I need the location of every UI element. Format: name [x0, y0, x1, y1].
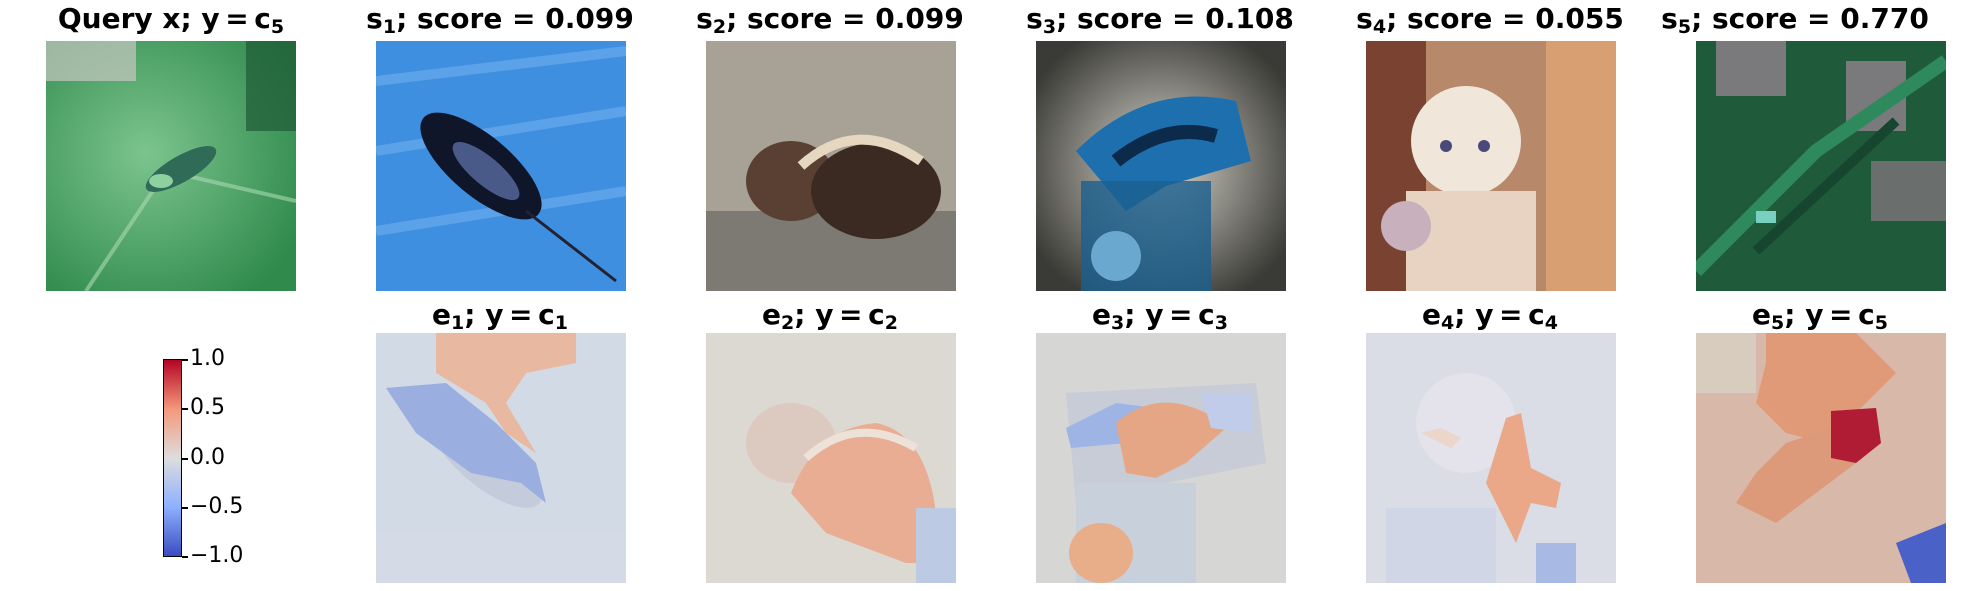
- similar-1-score: ; score = 0.099: [396, 2, 634, 35]
- query-title: Query x; y = c5: [6, 2, 336, 38]
- explanation-4-title: e4; y = c4: [1325, 298, 1655, 334]
- explanation-2-title: e2; y = c2: [665, 298, 995, 334]
- explanation-5-symbol: e: [1752, 298, 1772, 331]
- similar-2-title: s2; score = 0.099: [665, 2, 995, 38]
- similar-4-score: ; score = 0.055: [1386, 2, 1624, 35]
- explanation-4-label: ; y = c: [1454, 298, 1545, 331]
- colorbar-label: 1.0: [190, 346, 225, 371]
- explanation-4-symbol: e: [1422, 298, 1442, 331]
- similar-2-symbol: s: [696, 2, 713, 35]
- explanation-3-subscript: 3: [1111, 312, 1125, 334]
- explanation-4-class-subscript: 4: [1544, 312, 1558, 334]
- colorbar-tick: [182, 556, 188, 558]
- colorbar-tick: [182, 507, 188, 509]
- explanation-2-class-subscript: 2: [884, 312, 898, 334]
- explanation-5-heatmap: [1696, 333, 1946, 583]
- similar-3-image: [1036, 41, 1286, 291]
- explanation-1-subscript: 1: [451, 312, 465, 334]
- similar-5-image: [1696, 41, 1946, 291]
- explanation-5-label: ; y = c: [1784, 298, 1875, 331]
- colorbar-tick: [182, 458, 188, 460]
- similar-2-image: [706, 41, 956, 291]
- similar-5-symbol: s: [1661, 2, 1678, 35]
- colorbar-label: 0.5: [190, 395, 225, 420]
- explanation-1-symbol: e: [432, 298, 452, 331]
- explanation-1-heatmap: [376, 333, 626, 583]
- similar-3-title: s3; score = 0.108: [995, 2, 1325, 38]
- similar-5-subscript: 5: [1677, 16, 1692, 38]
- explanation-2-label: ; y = c: [794, 298, 885, 331]
- similar-3-score: ; score = 0.108: [1056, 2, 1294, 35]
- similar-5-title: s5; score = 0.770: [1630, 2, 1960, 38]
- explanation-3-title: e3; y = c3: [995, 298, 1325, 334]
- similar-4-image: [1366, 41, 1616, 291]
- similar-4-symbol: s: [1356, 2, 1373, 35]
- similar-2-subscript: 2: [712, 16, 727, 38]
- explanation-1-title: e1; y = c1: [335, 298, 665, 334]
- similar-4-title: s4; score = 0.055: [1325, 2, 1655, 38]
- explanation-4-heatmap: [1366, 333, 1616, 583]
- similar-5-score: ; score = 0.770: [1691, 2, 1929, 35]
- similar-1-symbol: s: [366, 2, 383, 35]
- explanation-1-class-subscript: 1: [554, 312, 568, 334]
- explanation-5-class-subscript: 5: [1874, 312, 1888, 334]
- explanation-2-heatmap: [706, 333, 956, 583]
- colorbar-label: −0.5: [190, 494, 244, 519]
- explanation-2-symbol: e: [762, 298, 782, 331]
- colorbar: [163, 359, 182, 557]
- similar-3-subscript: 3: [1042, 16, 1057, 38]
- explanation-2-subscript: 2: [781, 312, 795, 334]
- explanation-4-subscript: 4: [1441, 312, 1455, 334]
- similar-1-image: [376, 41, 626, 291]
- colorbar-tick: [182, 359, 188, 361]
- similar-1-subscript: 1: [382, 16, 397, 38]
- explanation-1-label: ; y = c: [464, 298, 555, 331]
- explanation-3-heatmap: [1036, 333, 1286, 583]
- query-title-subscript: 5: [270, 16, 285, 38]
- similar-4-subscript: 4: [1372, 16, 1387, 38]
- similar-1-title: s1; score = 0.099: [335, 2, 665, 38]
- explanation-3-label: ; y = c: [1124, 298, 1215, 331]
- explanation-3-symbol: e: [1092, 298, 1112, 331]
- colorbar-label: −1.0: [190, 543, 244, 568]
- similar-3-symbol: s: [1026, 2, 1043, 35]
- colorbar-label: 0.0: [190, 445, 225, 470]
- colorbar-tick: [182, 408, 188, 410]
- query-title-text: Query x; y = c: [57, 2, 271, 35]
- explanation-5-subscript: 5: [1771, 312, 1785, 334]
- similar-2-score: ; score = 0.099: [726, 2, 964, 35]
- explanation-5-title: e5; y = c5: [1655, 298, 1963, 334]
- explanation-3-class-subscript: 3: [1214, 312, 1228, 334]
- query-image: [46, 41, 296, 291]
